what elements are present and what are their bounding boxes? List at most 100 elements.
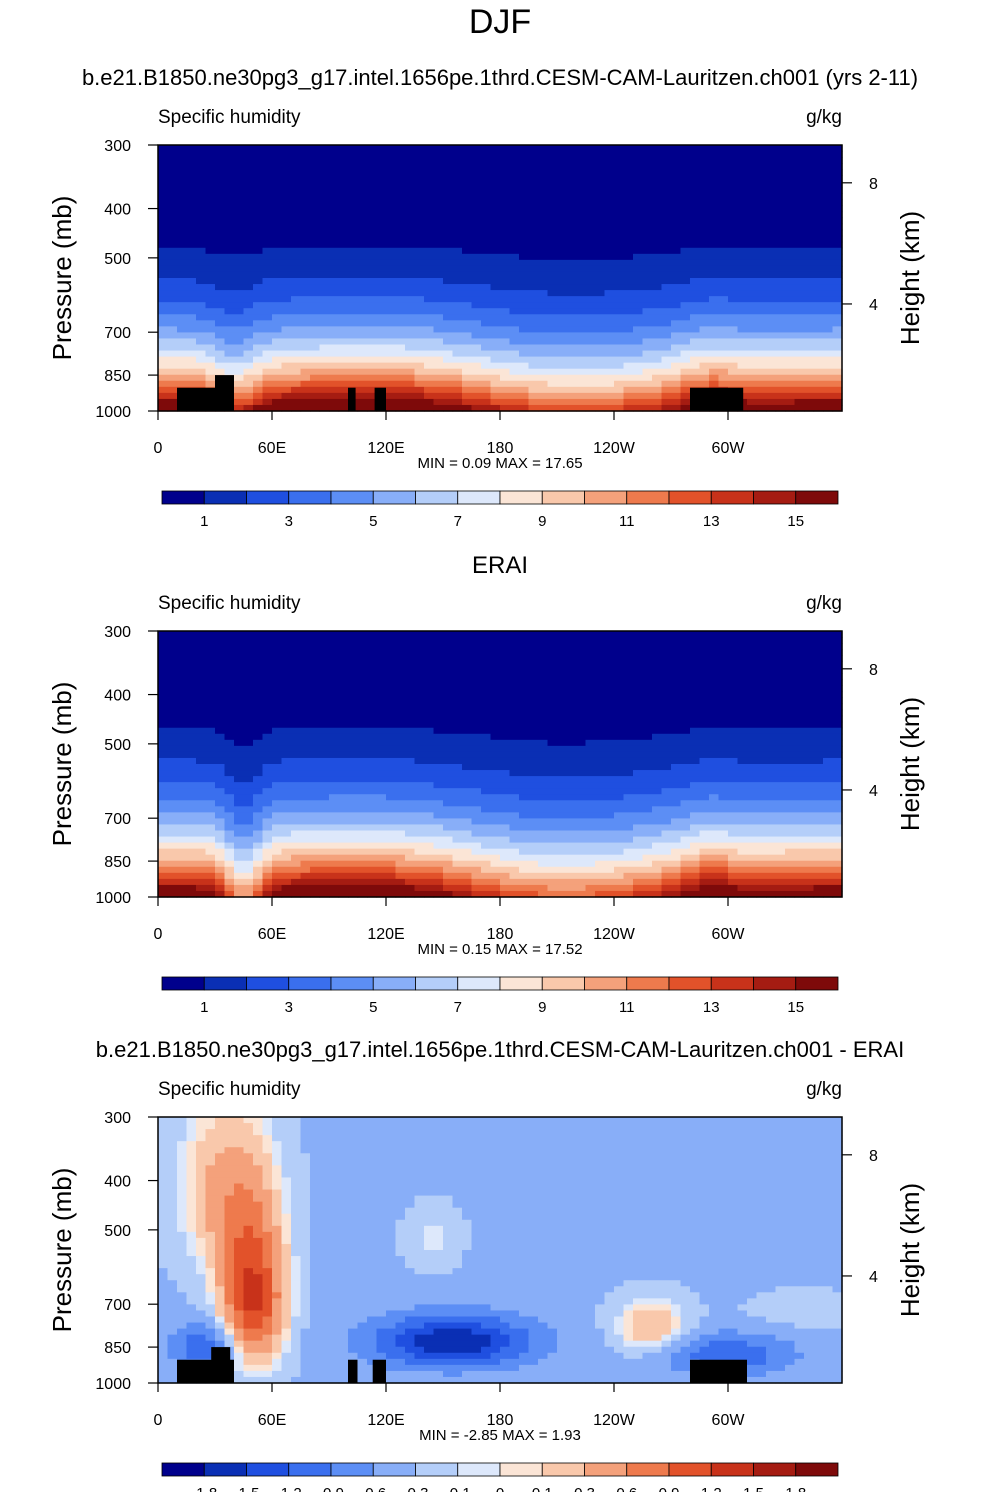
field-cell [481,350,492,358]
field-cell [481,169,492,176]
field-cell [224,247,235,255]
field-cell [528,296,539,303]
field-cell [338,362,349,370]
field-cell [319,872,330,880]
field-cell [338,655,349,662]
field-cell [329,392,340,400]
field-cell [509,181,520,188]
field-cell [671,350,682,358]
field-cell [756,247,767,255]
field-cell [557,187,568,194]
field-cell [462,770,473,777]
field-cell [500,308,511,315]
field-cell [186,884,197,892]
field-cell [538,356,549,364]
field-cell [443,253,454,261]
field-cell [538,175,549,182]
field-cell [766,199,777,207]
field-cell [186,685,197,693]
field-cell [405,788,416,795]
field-cell [158,872,169,880]
field-cell [462,217,473,225]
field-cell [158,205,169,213]
field-cell [462,836,473,844]
field-cell [167,229,178,237]
field-cell [690,362,701,370]
field-cell [224,842,235,850]
field-cell [633,211,644,219]
field-cell [804,223,815,231]
field-cell [329,655,340,662]
field-cell [348,709,359,717]
field-cell [671,235,682,243]
field-cell [576,356,587,364]
field-cell [262,290,273,297]
field-cell [481,199,492,207]
field-cell [272,667,283,674]
field-cell [604,271,615,279]
field-cell [405,878,416,886]
field-cell [262,637,273,644]
field-cell [785,308,796,315]
field-cell [547,271,558,279]
field-cell [243,296,254,303]
field-cell [490,685,501,693]
field-cell [595,205,606,213]
field-cell [376,709,387,717]
field-cell [604,320,615,327]
field-cell [310,703,321,711]
field-cell [386,685,397,693]
field-cell [519,709,530,717]
field-cell [490,199,501,207]
field-cell [167,727,178,735]
field-cell [300,296,311,303]
field-cell [319,649,330,656]
field-cell [177,631,188,638]
field-cell [785,187,796,194]
field-cell [177,800,188,807]
field-cell [367,631,378,638]
field-cell [224,223,235,231]
field-cell [766,338,777,346]
field-cell [642,271,653,279]
field-cell [319,854,330,862]
field-cell [291,812,302,820]
field-cell [747,181,758,188]
field-cell [376,253,387,261]
field-cell [329,380,340,388]
field-cell [794,193,805,201]
field-cell [224,830,235,838]
field-cell [338,247,349,255]
field-cell [424,386,435,394]
field-cell [633,338,644,346]
field-cell [728,253,739,261]
field-cell [329,637,340,644]
field-cell [338,296,349,303]
field-cell [158,199,169,207]
field-cell [300,193,311,201]
field-cell [177,247,188,255]
field-cell [215,181,226,188]
field-cell [547,265,558,273]
field-cell [671,338,682,346]
field-cell [177,187,188,194]
field-cell [367,812,378,820]
field-cell [395,751,406,759]
field-cell [538,380,549,388]
field-cell [490,757,501,765]
field-cell [433,175,444,182]
field-cell [310,679,321,687]
field-cell [281,745,292,753]
field-cell [205,241,216,249]
field-cell [177,211,188,219]
field-cell [281,685,292,693]
field-cell [585,302,596,309]
field-cell [167,757,178,765]
field-cell [234,205,245,213]
field-cell [471,217,482,225]
field-cell [338,866,349,874]
field-cell [424,727,435,735]
field-cell [633,392,644,400]
field-cell [623,302,634,309]
field-cell [367,175,378,182]
